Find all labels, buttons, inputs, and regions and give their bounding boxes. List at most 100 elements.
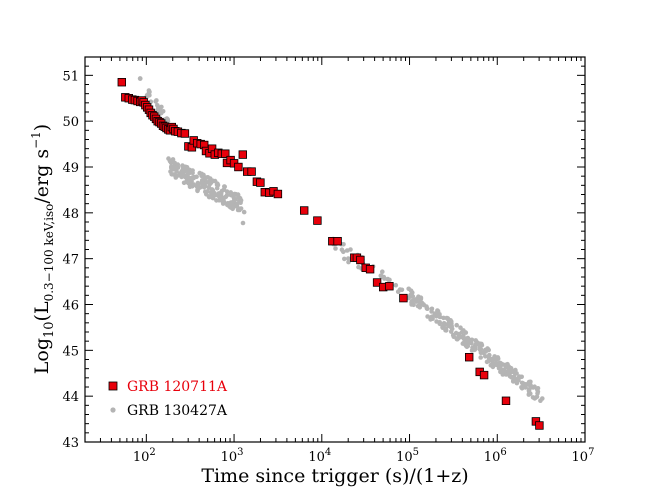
point-grb-130427a (346, 259, 351, 265)
series-grb-120711a (117, 78, 544, 430)
point-grb-130427a (408, 288, 414, 294)
point-grb-120711a (238, 150, 247, 159)
point-grb-130427a (187, 176, 192, 182)
legend-marker-grb-130427a (110, 407, 116, 413)
point-grb-130427a (236, 195, 242, 200)
point-grb-130427a (221, 187, 227, 192)
point-grb-130427a (214, 198, 219, 203)
point-grb-130427a (417, 305, 423, 310)
point-grb-130427a (187, 167, 193, 173)
point-grb-130427a (240, 220, 246, 226)
point-grb-130427a (453, 330, 459, 336)
series-grb-130427a (137, 76, 545, 404)
point-grb-130427a (454, 322, 460, 328)
point-grb-130427a (342, 256, 347, 262)
point-grb-130427a (170, 157, 176, 162)
point-grb-130427a (478, 350, 484, 356)
point-grb-130427a (509, 368, 515, 374)
x-tick-label: 102 (133, 447, 156, 465)
point-grb-130427a (225, 202, 230, 208)
point-grb-130427a (435, 308, 440, 313)
point-grb-120711a (221, 149, 230, 158)
point-grb-130427a (470, 345, 475, 350)
point-grb-130427a (182, 165, 187, 170)
x-axis-label: Time since trigger (s)/(1+z) (201, 465, 468, 487)
point-grb-130427a (147, 93, 152, 98)
point-grb-130427a (175, 164, 180, 169)
legend-label-grb-120711a: GRB 120711A (127, 379, 228, 395)
point-grb-130427a (535, 389, 541, 394)
point-grb-120711a (385, 281, 394, 291)
point-grb-130427a (463, 330, 469, 335)
point-grb-130427a (216, 191, 222, 196)
point-grb-120711a (535, 421, 544, 430)
point-grb-130427a (510, 379, 516, 384)
point-grb-130427a (522, 384, 527, 389)
point-grb-130427a (448, 329, 454, 334)
point-grb-120711a (234, 162, 243, 172)
point-grb-130427a (393, 282, 399, 288)
point-grb-130427a (479, 343, 485, 348)
point-grb-130427a (200, 180, 205, 186)
point-grb-130427a (157, 105, 163, 111)
y-axis-label: Log10(L0.3−100 keV,iso/erg s−1) (29, 124, 57, 374)
point-grb-130427a (519, 374, 524, 380)
point-grb-120711a (399, 293, 408, 303)
point-grb-130427a (380, 269, 385, 275)
point-grb-130427a (199, 171, 204, 177)
point-grb-120711a (180, 129, 190, 138)
x-tick-label: 105 (396, 447, 419, 465)
point-grb-130427a (490, 364, 496, 370)
point-grb-130427a (465, 341, 470, 347)
x-tick-label: 106 (484, 447, 507, 465)
point-grb-130427a (341, 249, 346, 255)
point-grb-130427a (441, 315, 446, 321)
point-grb-130427a (236, 206, 242, 211)
y-tick-label: 45 (62, 344, 79, 359)
point-grb-130427a (203, 183, 208, 189)
point-grb-130427a (346, 256, 351, 261)
y-tick-label: 49 (62, 161, 79, 176)
point-grb-130427a (463, 338, 468, 343)
point-grb-120711a (356, 255, 365, 265)
point-grb-130427a (381, 274, 387, 280)
legend: GRB 120711A GRB 130427A (108, 379, 228, 419)
point-grb-130427a (194, 184, 200, 189)
point-grb-130427a (487, 357, 493, 362)
point-grb-120711a (117, 78, 126, 87)
point-grb-130427a (173, 175, 179, 180)
point-grb-130427a (495, 356, 501, 361)
point-grb-130427a (478, 355, 484, 360)
y-tick-label: 43 (62, 436, 79, 451)
point-grb-130427a (147, 89, 152, 95)
y-tick-label: 51 (62, 69, 79, 84)
point-grb-130427a (428, 314, 434, 320)
point-grb-130427a (538, 398, 543, 404)
point-grb-130427a (169, 172, 174, 177)
point-grb-130427a (496, 361, 502, 366)
point-grb-130427a (137, 76, 143, 81)
point-grb-130427a (417, 299, 423, 305)
point-grb-130427a (437, 312, 442, 317)
x-tick-label: 103 (221, 447, 244, 465)
point-grb-130427a (228, 204, 234, 210)
point-grb-130427a (177, 172, 183, 178)
point-grb-120711a (501, 396, 511, 405)
point-grb-130427a (409, 301, 415, 306)
point-grb-130427a (429, 306, 435, 312)
point-grb-130427a (461, 333, 466, 339)
point-grb-130427a (205, 189, 210, 194)
point-grb-130427a (496, 365, 502, 371)
point-grb-130427a (532, 384, 537, 390)
point-grb-130427a (482, 347, 488, 353)
point-grb-120711a (365, 264, 375, 274)
point-grb-130427a (527, 387, 532, 392)
point-grb-130427a (505, 361, 510, 367)
point-grb-120711a (256, 178, 265, 187)
point-grb-130427a (425, 314, 430, 319)
point-grb-130427a (483, 354, 488, 359)
point-grb-130427a (205, 175, 211, 180)
point-grb-130427a (206, 185, 212, 190)
point-grb-130427a (224, 192, 230, 198)
